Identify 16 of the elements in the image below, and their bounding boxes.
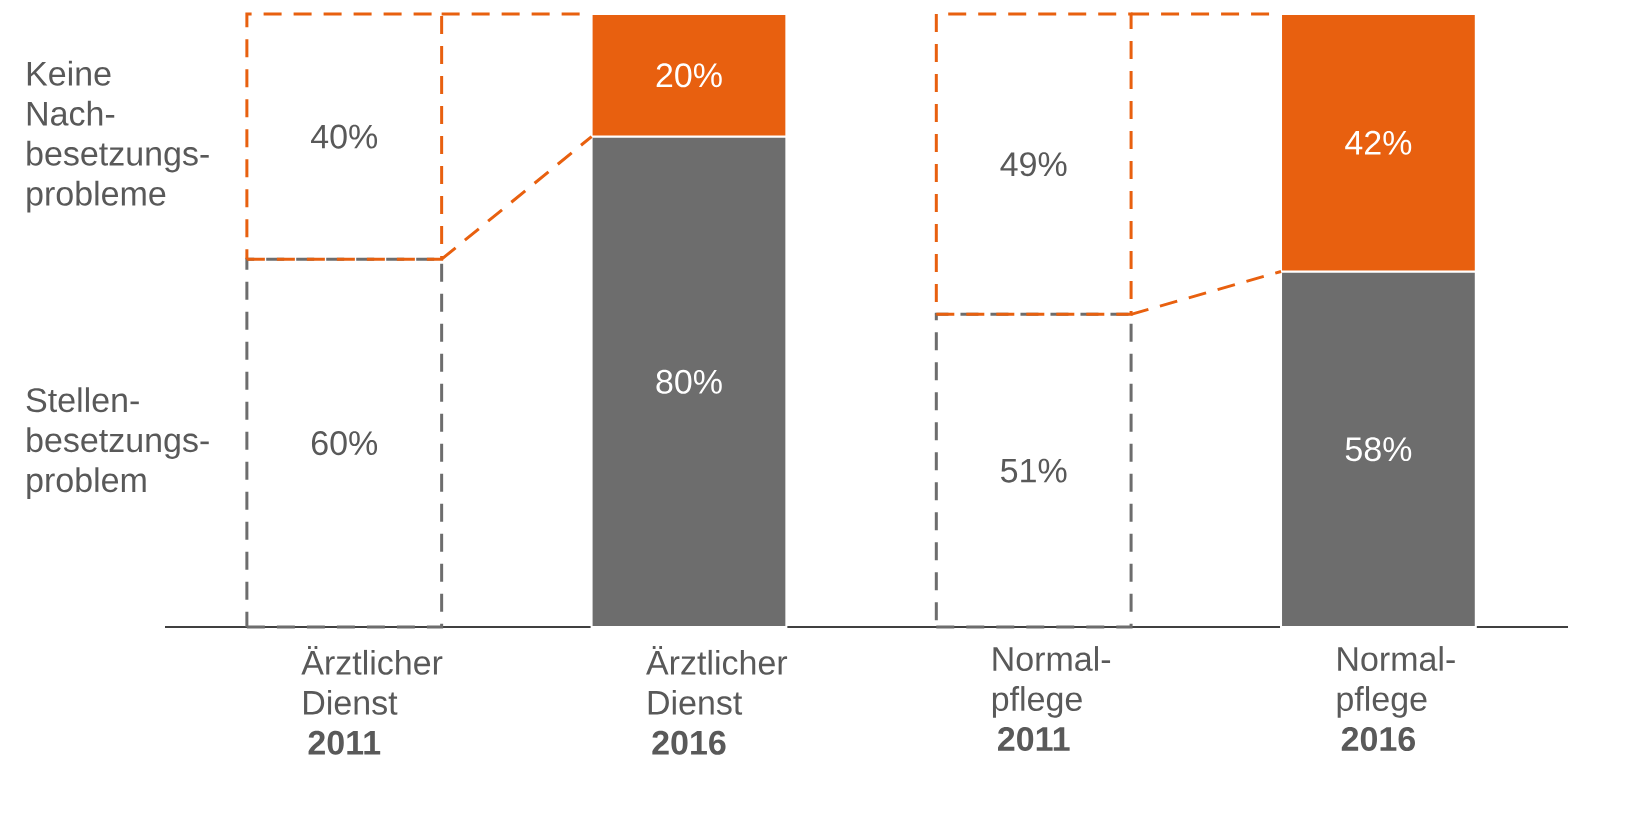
data-label: 58% [1345, 437, 1412, 462]
data-label: 51% [1001, 458, 1067, 483]
x-tick-label: Ärztlicher Dienst 2011 [301, 646, 443, 755]
data-label: 42% [1345, 130, 1412, 155]
bar [245, 257, 444, 629]
bar [934, 312, 1133, 629]
x-tick-label: Normal-pflege 2016 [1337, 646, 1455, 752]
series-label: Keine Nach-besetzungs-probleme [27, 60, 209, 213]
data-label: 49% [1000, 152, 1067, 177]
data-label: 20% [656, 63, 722, 88]
x-tick-label: Ärztlicher Dienst 2016 [646, 646, 788, 755]
data-label: 80% [656, 369, 722, 394]
data-label: 40% [311, 124, 378, 149]
data-label: 60% [311, 431, 378, 456]
series-label: Stellen-besetzungs-problem [26, 387, 209, 499]
x-tick-label: Normal-pflege 2011 [992, 646, 1111, 752]
